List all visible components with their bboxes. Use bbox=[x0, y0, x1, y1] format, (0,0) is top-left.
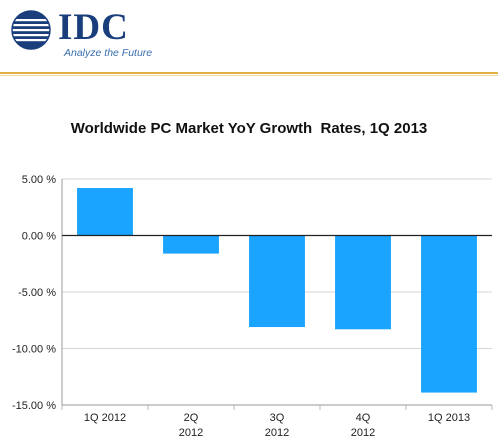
x-tick-label: 4Q bbox=[356, 412, 371, 424]
y-tick-label: -5.00 % bbox=[18, 287, 56, 299]
x-tick-label: 1Q 2013 bbox=[428, 412, 470, 424]
y-tick-label: -10.00 % bbox=[12, 344, 56, 356]
brand-tagline: Analyze the Future bbox=[64, 47, 153, 59]
bar bbox=[421, 235, 477, 393]
x-tick-label: 2012 bbox=[179, 427, 203, 439]
header-divider bbox=[0, 72, 498, 74]
bar bbox=[77, 188, 133, 236]
idc-logo[interactable]: IDC Analyze the Future bbox=[6, 4, 166, 64]
x-tick-label: 3Q bbox=[270, 412, 285, 424]
chart-title: Worldwide PC Market YoY Growth Rates, 1Q… bbox=[70, 120, 428, 137]
bar-chart: 5.00 % 0.00 % -5.00 % -10.00 % -15.00 % 1Q 20… bbox=[12, 174, 493, 439]
brand-name: IDC bbox=[58, 7, 129, 48]
x-tick-label: 2012 bbox=[265, 427, 289, 439]
y-tick-label: 0.00 % bbox=[22, 231, 56, 243]
bar bbox=[163, 235, 219, 254]
header-divider-light bbox=[0, 75, 498, 76]
globe-icon bbox=[11, 10, 51, 50]
x-tick-label: 1Q 2012 bbox=[84, 412, 126, 424]
x-tick-label: 2Q bbox=[184, 412, 199, 424]
y-tick-label: -15.00 % bbox=[12, 400, 56, 412]
x-tick-label: 2012 bbox=[351, 427, 375, 439]
header: IDC Analyze the Future bbox=[0, 0, 498, 70]
bar bbox=[335, 235, 391, 330]
bar bbox=[249, 235, 305, 328]
y-tick-label: 5.00 % bbox=[22, 174, 56, 186]
